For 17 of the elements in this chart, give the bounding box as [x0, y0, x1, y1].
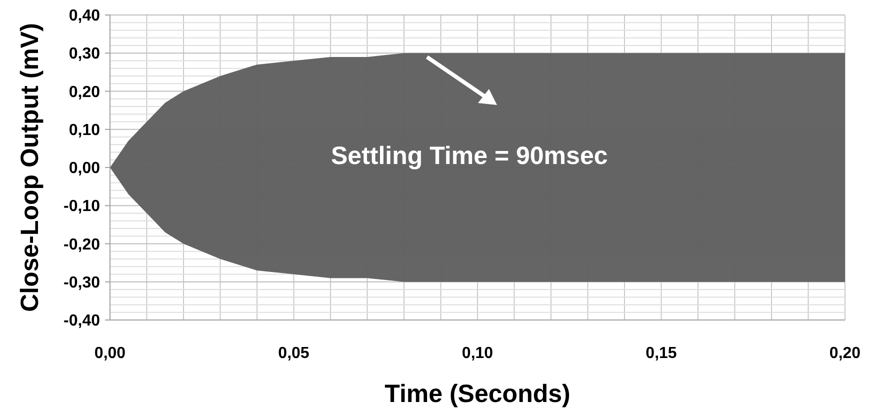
y-tick-label: 0,00	[68, 160, 100, 178]
x-tick-label: 0,20	[829, 345, 861, 362]
y-tick-label: 0,40	[68, 8, 100, 25]
y-axis-title: Close-Loop Output (mV)	[16, 23, 44, 312]
x-tick-label: 0,00	[94, 345, 126, 362]
annotation: Settling Time = 90msec	[331, 142, 608, 170]
x-tick-label: 0,15	[646, 345, 677, 362]
y-tick-label: -0,30	[64, 274, 100, 292]
x-tick-label: 0,05	[278, 345, 310, 362]
y-tick-label: -0,20	[64, 236, 100, 254]
y-tick-label: 0,10	[68, 122, 100, 139]
x-axis-title: Time (Seconds)	[384, 380, 570, 408]
y-tick-label: -0,40	[64, 312, 100, 330]
y-tick-label: 0,30	[68, 46, 100, 63]
x-tick-label: 0,10	[462, 345, 494, 362]
y-tick-label: 0,20	[68, 84, 100, 101]
y-tick-label: -0,10	[64, 198, 100, 216]
